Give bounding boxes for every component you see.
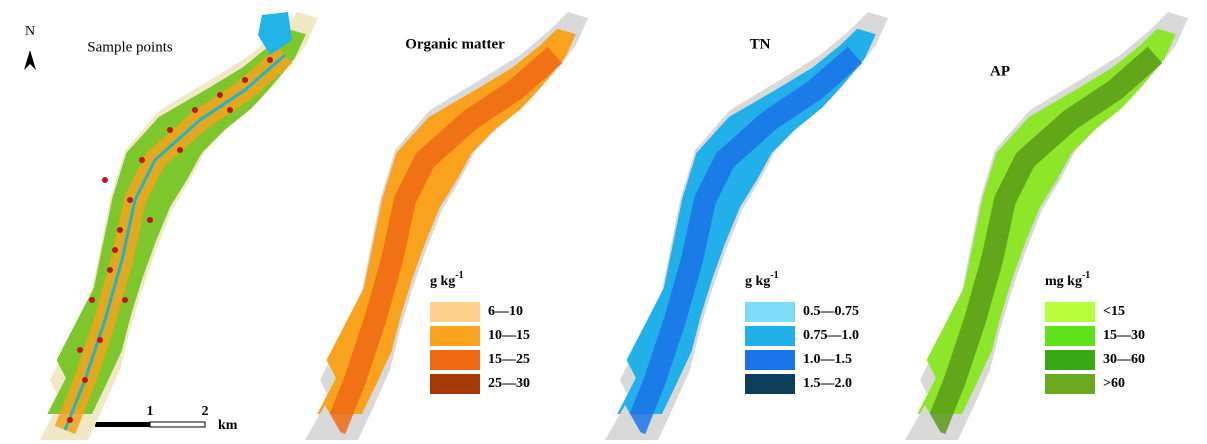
legend-label: 25—30: [488, 376, 530, 391]
arrow: [24, 50, 36, 70]
unit-base: mg kg: [1045, 274, 1082, 289]
legend-label: 15—30: [1103, 328, 1145, 343]
legend-swatch: [1045, 350, 1095, 370]
sample-point: [167, 127, 173, 133]
sample-point: [139, 157, 145, 163]
legend-swatch: [430, 326, 480, 346]
legend-swatch: [745, 302, 795, 322]
sample-point: [267, 57, 273, 63]
north-arrow: N: [24, 24, 36, 70]
legend-label: 0.75—1.0: [803, 328, 859, 343]
legend-label: 10—15: [488, 328, 530, 343]
scale-unit: km: [218, 418, 238, 433]
legend-label: 6—10: [488, 304, 523, 319]
legend-unit: mg kg-1: [1045, 270, 1090, 289]
legend-label: 15—25: [488, 352, 530, 367]
legend-swatch: [1045, 374, 1095, 394]
sample-point: [242, 77, 248, 83]
sample-point: [82, 377, 88, 383]
sample-point: [89, 297, 95, 303]
figure: N 0 1 2 km Sample points Organic matter g …: [0, 0, 1207, 444]
unit-exponent: -1: [1082, 270, 1090, 281]
scale-tick: 2: [202, 404, 209, 419]
legend-swatch: [745, 326, 795, 346]
panel-title: Sample points: [87, 39, 173, 55]
scale-white: [150, 422, 205, 427]
legend-swatch: [430, 350, 480, 370]
map-panel: [40, 12, 318, 440]
legend-label: 30—60: [1103, 352, 1145, 367]
sample-point: [217, 92, 223, 98]
legend-label: 1.5—2.0: [803, 376, 852, 391]
unit-base: g kg: [430, 274, 455, 289]
legend-swatch: [745, 374, 795, 394]
legend-label: <15: [1103, 304, 1125, 319]
sample-point: [112, 247, 118, 253]
scale-black: [95, 422, 150, 427]
sample-point: [122, 297, 128, 303]
panel-title: Organic matter: [405, 36, 505, 52]
sample-point: [227, 107, 233, 113]
sample-point: [102, 177, 108, 183]
unit-base: g kg: [745, 274, 770, 289]
legend-swatch: [430, 302, 480, 322]
unit-exponent: -1: [770, 270, 778, 281]
sample-point: [192, 107, 198, 113]
unit-exponent: -1: [455, 270, 463, 281]
sample-point: [127, 197, 133, 203]
sample-point: [147, 217, 153, 223]
north-label: N: [25, 24, 35, 39]
sample-point: [107, 267, 113, 273]
sample-point: [177, 147, 183, 153]
legend-label: >60: [1103, 376, 1125, 391]
panel-title: TN: [750, 36, 771, 52]
legend-label: 1.0—1.5: [803, 352, 852, 367]
scale-tick: 1: [147, 404, 154, 419]
legend-label: 0.5—0.75: [803, 304, 859, 319]
legend-unit: g kg-1: [745, 270, 779, 289]
legend-swatch: [1045, 326, 1095, 346]
scale-bar: 0 1 2 km: [92, 404, 238, 433]
sample-point: [77, 347, 83, 353]
sample-point: [117, 227, 123, 233]
panel-title: AP: [990, 63, 1010, 79]
legend-swatch: [745, 350, 795, 370]
sample-point: [97, 337, 103, 343]
sample-point: [67, 417, 73, 423]
legend-unit: g kg-1: [430, 270, 464, 289]
legend-swatch: [430, 374, 480, 394]
legend-swatch: [1045, 302, 1095, 322]
